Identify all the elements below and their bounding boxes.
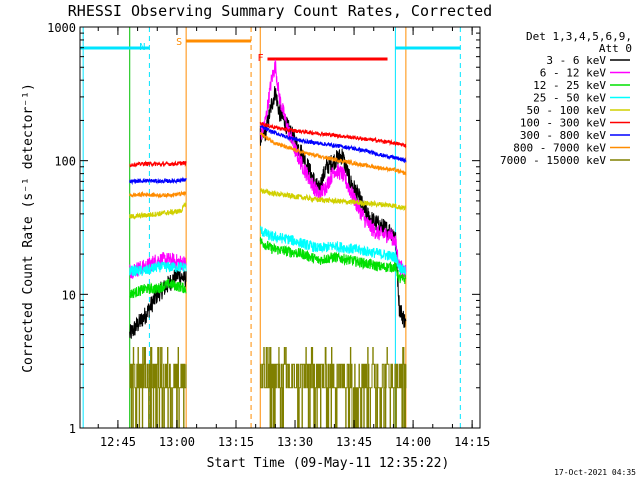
plot-frame: [79, 26, 481, 429]
x-axis-label: Start Time (09-May-11 12:35:22): [207, 456, 450, 471]
x-tick-label-1300: 13:00: [159, 435, 195, 449]
y-tick-label-100: 100: [54, 155, 76, 169]
series-7000-15000-kev-line-0: [129, 347, 187, 429]
legend-subtitle: Att 0: [599, 42, 632, 55]
legend-label-3-6-kev: 3 - 6 keV: [546, 54, 606, 67]
legend-label-50-100-kev: 50 - 100 keV: [527, 104, 607, 117]
plot-area: N S F: [80, 27, 461, 429]
series-25-50-kev-line-0: [129, 260, 187, 277]
generation-timestamp: 17-Oct-2021 04:35: [554, 468, 636, 477]
x-tick-label-1330: 13:30: [277, 435, 313, 449]
series-800-7000-kev-line-0: [129, 190, 187, 199]
x-tick-label-1345: 13:45: [336, 435, 372, 449]
flag-label-f: F: [257, 53, 263, 64]
series-300-800-kev-line-0: [129, 176, 187, 186]
y-tick-label-10: 10: [62, 288, 76, 302]
legend-label-300-800-kev: 300 - 800 keV: [520, 129, 606, 142]
series-800-7000-kev-line-1: [259, 131, 407, 176]
series-6-12-kev-line-1: [259, 59, 407, 279]
axes: 12:45 13:00 13:15 13:30 13:45 14:00 14:15 1 10 10…: [47, 21, 490, 449]
series-100-300-kev-line-1: [259, 122, 407, 149]
x-tick-label-1245: 12:45: [100, 435, 136, 449]
legend-label-25-50-kev: 25 - 50 keV: [533, 92, 606, 105]
flag-label-s: S: [176, 37, 182, 48]
legend-label-800-7000-kev: 800 - 7000 keV: [513, 142, 606, 155]
series-300-800-kev-line-1: [259, 124, 407, 164]
y-axis-label: Corrected Count Rate (s⁻¹ detector⁻¹): [21, 83, 36, 373]
flag-label-n: N: [139, 42, 145, 53]
series-12-25-kev-line-0: [129, 278, 187, 299]
series-100-300-kev-line-0: [129, 160, 187, 168]
legend-label-12-25-kev: 12 - 25 keV: [533, 79, 606, 92]
series-50-100-kev-line-1: [259, 187, 407, 212]
series-50-100-kev-line-0: [129, 201, 187, 220]
x-tick-label-1315: 13:15: [218, 435, 254, 449]
x-tick-label-1400: 14:00: [395, 435, 431, 449]
legend-label-6-12-kev: 6 - 12 keV: [540, 67, 607, 80]
y-tick-label-1000: 1000: [47, 21, 76, 35]
x-tick-label-1415: 14:15: [454, 435, 490, 449]
y-tick-label-1: 1: [69, 422, 76, 436]
legend-label-7000-15000-kev: 7000 - 15000 keV: [500, 154, 606, 167]
series-12-25-kev-line-1: [259, 237, 407, 285]
chart-title: RHESSI Observing Summary Count Rates, Co…: [68, 2, 492, 20]
legend-title: Det 1,3,4,5,6,9,: [526, 30, 632, 43]
legend-label-100-300-kev: 100 - 300 keV: [520, 117, 606, 130]
series-25-50-kev-line-1: [259, 225, 407, 275]
